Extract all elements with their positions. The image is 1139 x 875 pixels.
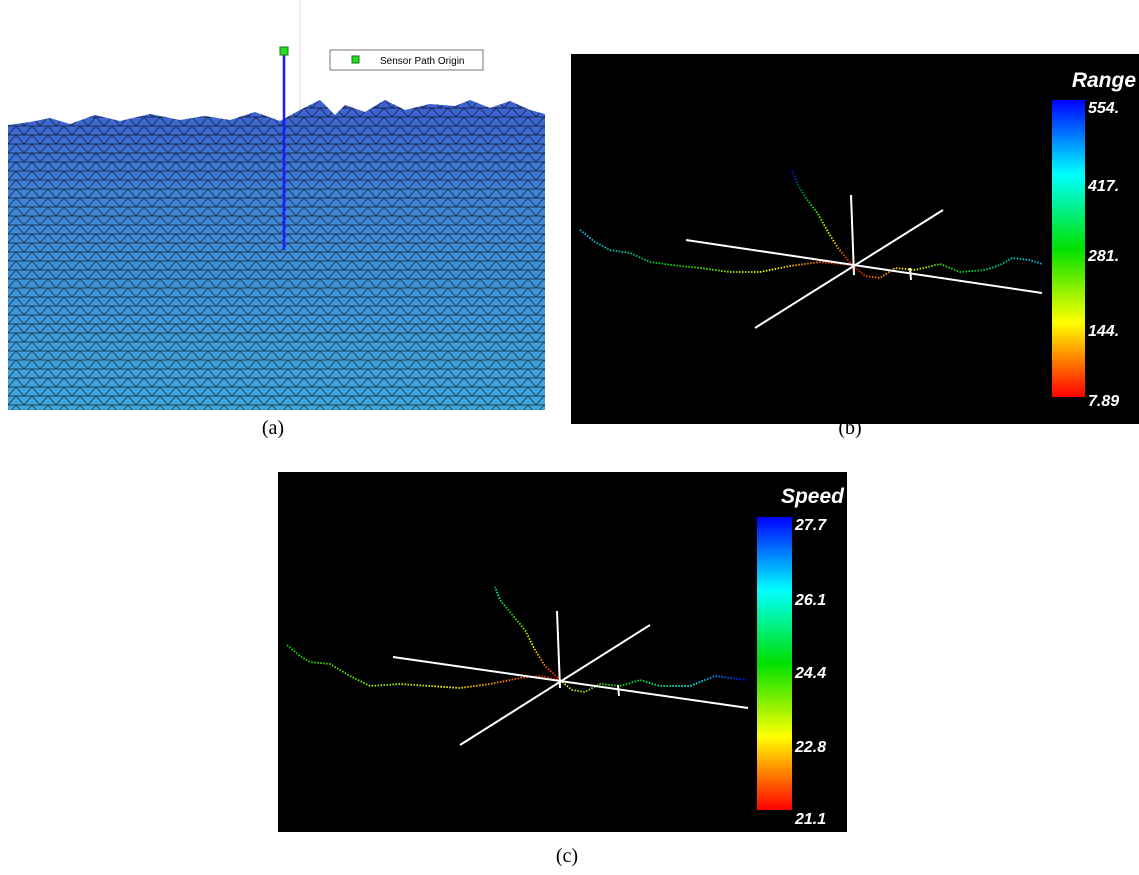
panel-label: (a) (262, 417, 284, 439)
colorbar-title: Range (1072, 69, 1137, 92)
colorbar-tick: 281. (1087, 248, 1119, 265)
colorbar (1052, 100, 1085, 397)
figure: Sensor Path Origin (a) Range 554. 417. 2… (0, 0, 1139, 875)
terrain-wireframe (8, 100, 545, 410)
colorbar-tick: 26.1 (794, 592, 826, 609)
panel-a: Sensor Path Origin (a) (8, 0, 545, 439)
colorbar-tick: 24.4 (794, 665, 826, 682)
panel-label: (c) (556, 845, 578, 867)
colorbar-tick: 22.8 (794, 739, 826, 756)
colorbar-tick: 554. (1088, 100, 1119, 117)
axis-tick (618, 685, 619, 696)
colorbar-tick: 417. (1087, 178, 1119, 195)
colorbar (757, 517, 792, 810)
colorbar-tick: 27.7 (794, 517, 827, 534)
legend-marker (352, 56, 359, 63)
panel-c: Speed 27.7 26.1 24.4 22.8 21.1 (c) (278, 472, 847, 867)
panel-b: Range 554. 417. 281. 144. 7.89 (b) (571, 54, 1139, 439)
axis-tick (910, 268, 911, 280)
colorbar-title: Speed (781, 485, 845, 508)
legend-label: Sensor Path Origin (380, 56, 465, 67)
panel-label: (b) (838, 417, 861, 439)
origin-marker (280, 47, 288, 55)
colorbar-tick: 144. (1088, 323, 1119, 340)
colorbar-tick: 7.89 (1088, 393, 1119, 410)
colorbar-tick: 21.1 (794, 811, 826, 828)
